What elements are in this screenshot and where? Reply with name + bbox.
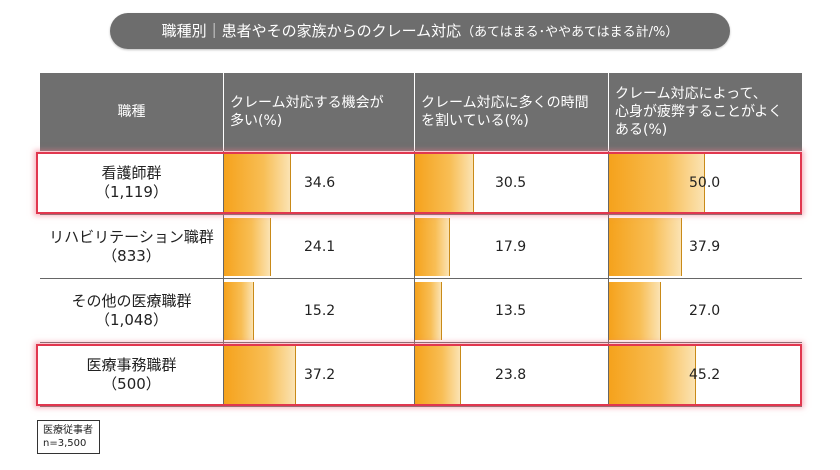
row-label: その他の医療職群 （1,048） <box>40 279 223 343</box>
bar-mark <box>609 154 704 212</box>
column-header-1: クレーム対応する機会が 多い(%) <box>224 73 414 151</box>
bar-edge <box>472 154 474 212</box>
column-header-3-line3: ある(%) <box>615 122 668 138</box>
row-highlight-box <box>36 344 802 406</box>
row-label: 医療事務職群 （500） <box>40 343 223 407</box>
sample-note: 医療従事者 n=3,500 <box>37 420 100 454</box>
bar-edge <box>269 218 271 276</box>
row-label-name: 看護師群 <box>101 164 162 182</box>
chart-title: 職種別｜患者やその家族からのクレーム対応（あてはまる･ややあてはまる計/%） <box>110 13 730 49</box>
column-divider <box>608 151 609 407</box>
bar-edge <box>704 154 705 212</box>
bar-edge <box>460 346 462 404</box>
row-header-label: 職種 <box>117 104 146 120</box>
bar-mark <box>224 282 253 340</box>
bar-edge <box>694 346 696 404</box>
bar-mark <box>224 218 270 276</box>
data-label: 13.5 <box>495 303 527 319</box>
row-label-name: リハビリテーション職群 <box>49 228 214 246</box>
column-header-3-line2: 心身が疲弊することがよく <box>615 104 783 120</box>
column-header-1-line2: 多い(%) <box>230 113 283 129</box>
bar-edge <box>449 218 450 276</box>
data-table: 職種 クレーム対応する機会が 多い(%) クレーム対応に多くの時間 を割いている(%… <box>36 73 802 410</box>
bar-edge <box>681 218 682 276</box>
data-label: 45.2 <box>689 367 721 383</box>
data-label: 34.6 <box>304 175 336 191</box>
column-header-2: クレーム対応に多くの時間 を割いている(%) <box>415 73 608 151</box>
bar-edge <box>660 282 662 340</box>
column-divider <box>223 151 224 407</box>
table-header: 職種 クレーム対応する機会が 多い(%) クレーム対応に多くの時間 を割いている(%… <box>40 73 802 151</box>
bar-edge <box>289 154 291 212</box>
row-label: 看護師群 （1,119） <box>40 151 223 215</box>
header-divider <box>608 73 609 151</box>
row-label-name: その他の医療職群 <box>71 292 192 310</box>
column-header-2-line2: を割いている(%) <box>421 113 529 129</box>
bar-mark <box>609 346 695 404</box>
bar-edge <box>440 282 442 340</box>
column-header-3: クレーム対応によって、 心身が疲弊することがよく ある(%) <box>609 73 802 151</box>
sample-note-n: n=3,500 <box>43 438 87 449</box>
data-label: 24.1 <box>304 239 336 255</box>
bar-mark <box>415 154 473 212</box>
row-label-n: （1,048） <box>95 311 168 329</box>
sample-note-group: 医療従事者 <box>43 425 93 436</box>
row-label: リハビリテーション職群 （833） <box>40 215 223 279</box>
header-divider <box>414 73 415 151</box>
data-label: 23.8 <box>495 367 527 383</box>
row-label-name: 医療事務職群 <box>86 356 177 374</box>
data-label: 27.0 <box>689 303 721 319</box>
row-divider <box>40 342 802 343</box>
column-header-3-line1: クレーム対応によって、 <box>615 86 767 102</box>
chart-title-main: 職種別｜患者やその家族からのクレーム対応 <box>161 22 462 40</box>
column-header-2-line1: クレーム対応に多くの時間 <box>421 95 589 111</box>
data-label: 17.9 <box>495 239 527 255</box>
row-divider <box>40 214 802 215</box>
row-highlight-box <box>36 152 802 214</box>
bar-mark <box>609 282 661 340</box>
row-divider <box>40 278 802 279</box>
header-divider <box>223 73 224 151</box>
row-label-n: （833） <box>102 247 161 265</box>
bar-edge <box>252 282 254 340</box>
bar-edge <box>294 346 296 404</box>
bar-mark <box>224 154 290 212</box>
row-label-n: （1,119） <box>95 183 168 201</box>
bar-mark <box>415 282 441 340</box>
data-label: 15.2 <box>304 303 336 319</box>
column-header-1-line1: クレーム対応する機会が <box>230 95 384 111</box>
bar-mark <box>609 218 681 276</box>
data-label: 50.0 <box>689 175 721 191</box>
chart-title-sub: （あてはまる･ややあてはまる計/%） <box>461 25 679 40</box>
data-label: 37.9 <box>689 239 721 255</box>
bar-mark <box>415 218 449 276</box>
column-divider <box>414 151 415 407</box>
data-label: 37.2 <box>304 367 336 383</box>
data-label: 30.5 <box>495 175 527 191</box>
row-label-n: （500） <box>102 375 161 393</box>
row-divider <box>40 406 802 407</box>
bar-mark <box>415 346 461 404</box>
bar-mark <box>224 346 295 404</box>
